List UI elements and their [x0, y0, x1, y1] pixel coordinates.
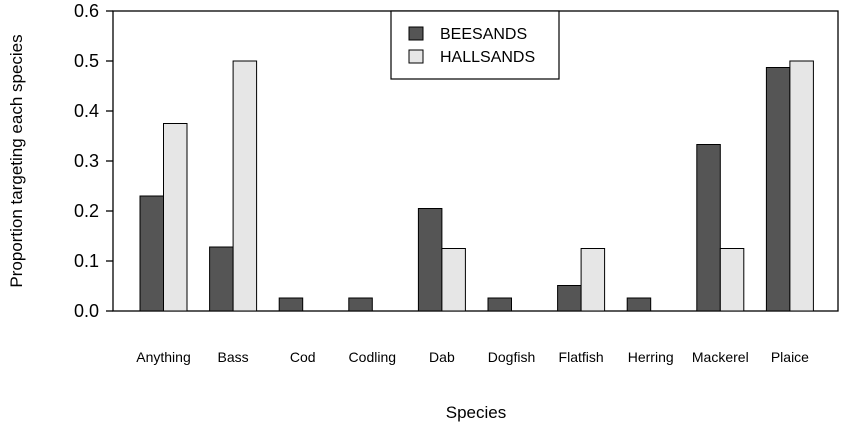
x-tick-label: Mackerel: [692, 349, 749, 365]
bar-beesands-anything: [139, 195, 164, 312]
y-axis-title: Proportion targeting each species: [7, 34, 26, 287]
x-tick-label: Plaice: [771, 349, 809, 365]
y-tick-label: 0.4: [74, 101, 99, 121]
bar-hallsands-mackerel: [719, 248, 745, 312]
bar-hallsands-bass: [232, 60, 258, 312]
bar-beesands-flatfish: [557, 285, 582, 312]
bar-beesands-herring: [626, 297, 652, 312]
bar-hallsands-flatfish: [580, 248, 606, 312]
legend-swatch-hallsands: [408, 49, 424, 64]
x-tick-label: Cod: [290, 349, 316, 365]
x-tick-label: Dogfish: [488, 349, 535, 365]
bar-hallsands-anything: [163, 123, 188, 312]
y-axis: 0.0 0.1 0.2 0.3 0.4 0.5 0.6: [74, 1, 113, 321]
x-tick-label: Anything: [136, 349, 190, 365]
bar-beesands-codling: [348, 297, 373, 312]
legend-label-beesands: BEESANDS: [440, 26, 527, 43]
bar-hallsands-plaice: [789, 60, 814, 312]
legend: BEESANDS HALLSANDS: [390, 10, 560, 80]
bar-beesands-dogfish: [487, 297, 512, 312]
y-tick-label: 0.3: [74, 151, 99, 171]
y-tick-label: 0.5: [74, 51, 99, 71]
bar-hallsands-dab: [441, 248, 466, 312]
x-axis-title: Species: [446, 403, 506, 422]
x-tick-label: Bass: [218, 349, 249, 365]
x-tick-label: Herring: [628, 349, 674, 365]
bar-beesands-mackerel: [696, 144, 721, 312]
y-tick-label: 0.0: [74, 301, 99, 321]
y-tick-label: 0.2: [74, 201, 99, 221]
x-tick-label: Flatfish: [559, 349, 604, 365]
x-tick-label: Codling: [349, 349, 396, 365]
y-tick-label: 0.1: [74, 251, 99, 271]
bars-group: [139, 60, 814, 312]
bar-beesands-bass: [209, 246, 234, 312]
bar-beesands-cod: [278, 297, 304, 312]
y-tick-label: 0.6: [74, 1, 99, 21]
x-axis: Anything Bass Cod Codling Dab Dogfish Flatfish…: [136, 349, 809, 365]
legend-label-hallsands: HALLSANDS: [440, 49, 535, 66]
legend-box: [390, 10, 560, 80]
x-tick-label: Dab: [429, 349, 455, 365]
legend-swatch-beesands: [408, 26, 424, 41]
bar-beesands-dab: [417, 208, 443, 312]
bar-beesands-plaice: [765, 67, 791, 312]
